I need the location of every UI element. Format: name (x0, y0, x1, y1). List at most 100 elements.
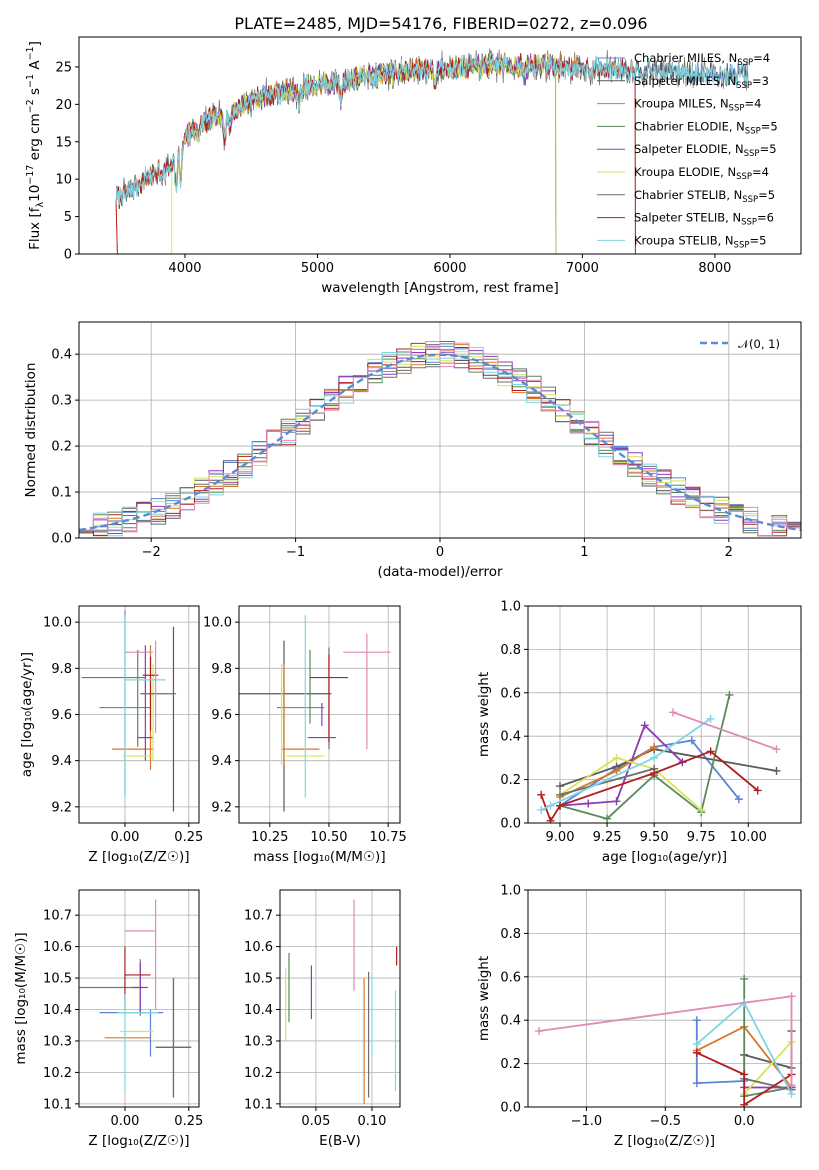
weight-marker (537, 790, 546, 799)
x-tick-label: 10.00 (730, 830, 767, 845)
plot-area (79, 341, 801, 537)
y-tick-label: 10.7 (244, 909, 273, 924)
weight-marker (612, 753, 621, 762)
legend-label-sub: SSP (742, 195, 758, 205)
y-tick-label: 10.2 (43, 1066, 72, 1081)
panel-age-vs-metallicity: 0.00 0.25 9.2 9.4 9.6 9.8 10.0 Z [log₁₀(Z/Z☉)] a… (19, 605, 203, 865)
legend-label: Salpeter STELIB, NSSP=6 (634, 211, 774, 228)
y-tick-label: 9.8 (51, 662, 72, 677)
legend-label-count: =5 (761, 119, 778, 133)
y-tick-label: 9.2 (51, 800, 72, 815)
axes-frame (527, 605, 802, 824)
x-tick-label: 5000 (301, 261, 334, 276)
x-tick-label: 10.25 (251, 830, 288, 845)
weight-marker (787, 1089, 796, 1098)
y-tick-label: 0.2 (500, 773, 521, 788)
legend-label-count: =5 (760, 142, 777, 156)
weight-marker (787, 1081, 796, 1090)
y-axis-label: Normed distribution (23, 363, 39, 498)
weight-marker (650, 743, 659, 752)
y-tick-label: 9.6 (51, 708, 72, 723)
y-tick-label: 15 (55, 135, 72, 150)
histogram-extra-pink (79, 341, 801, 537)
weight-marker (753, 786, 762, 795)
y-axis-label: mass [log₁₀(M/M☉)] (13, 932, 29, 1064)
y-tick-label: 0.6 (500, 686, 521, 701)
y-tick-label: 10.4 (244, 1003, 273, 1018)
x-tick-label: 10.75 (370, 830, 407, 845)
x-tick-label: 9.00 (546, 830, 575, 845)
x-axis-label: E(B-V) (319, 1133, 361, 1149)
x-tick-label: 0.00 (110, 1114, 139, 1129)
weight-marker (668, 708, 677, 717)
y-axis-label-part: erg cm (27, 113, 43, 164)
weight-marker (706, 747, 715, 756)
y-tick-label: 0.8 (500, 927, 521, 942)
y-tick-label: 0.8 (500, 643, 521, 658)
y-tick-label: 1.0 (500, 884, 521, 899)
legend-label-count: =5 (749, 233, 766, 247)
legend-label: Salpeter MILES, NSSP=3 (634, 74, 769, 91)
x-tick-label: 2 (725, 545, 733, 560)
legend-label: Kroupa ELODIE, NSSP=4 (634, 165, 769, 182)
x-tick-label: 9.25 (593, 830, 622, 845)
y-tick-label: 10.7 (43, 909, 72, 924)
y-tick-label: 10.1 (244, 1097, 273, 1112)
weight-marker (772, 766, 781, 775)
y-axis-label: mass weight (476, 956, 492, 1041)
legend-label-sub: SSP (734, 240, 750, 250)
panel-residuals: −2 −1 0 1 2 0.0 0.1 0.2 0.3 0.4 (data-model)/error… (23, 321, 802, 580)
y-tick-label: 0.3 (51, 394, 72, 409)
plot-area (79, 899, 192, 1098)
weight-marker (537, 805, 546, 814)
weight-marker (650, 753, 659, 762)
weight-marker (612, 766, 621, 775)
weight-marker (650, 769, 659, 778)
legend-label-name: Kroupa ELODIE, N (634, 165, 736, 179)
weight-marker (687, 736, 696, 745)
y-tick-label: 0.4 (500, 730, 521, 745)
legend-label-count: =4 (744, 97, 761, 111)
legend-label: 𝒩(0, 1) (738, 337, 780, 351)
y-axis-label-part: 10 (27, 185, 43, 202)
x-tick-label: 0.25 (174, 830, 203, 845)
x-axis-label: wavelength [Angstrom, rest frame] (321, 280, 559, 296)
legend-label-name: Salpeter ELODIE, N (634, 142, 744, 156)
x-tick-label: 0.05 (301, 1114, 330, 1129)
x-axis-label: age [log₁₀(age/yr)] (602, 849, 727, 865)
y-tick-label: 1.0 (500, 600, 521, 615)
legend-label-sub: SSP (745, 126, 761, 136)
legend-label: Chabrier ELODIE, NSSP=5 (634, 119, 778, 136)
x-axis-label: Z [log₁₀(Z/Z☉)] (88, 849, 189, 865)
axes-frame (279, 889, 401, 1108)
y-tick-label: 9.2 (211, 800, 232, 815)
y-axis-label-part: λ (35, 202, 46, 208)
x-tick-label: 0.00 (110, 830, 139, 845)
y-tick-label: 10.6 (43, 940, 72, 955)
weight-marker (612, 797, 621, 806)
y-tick-label: 9.4 (51, 754, 72, 769)
y-tick-label: 9.4 (211, 754, 232, 769)
axes-frame (78, 36, 802, 255)
weight-marker (692, 1040, 701, 1049)
weight-marker (740, 1070, 749, 1079)
y-tick-label: 10.3 (244, 1034, 273, 1049)
legend-label-sub: SSP (741, 218, 757, 228)
legend-label-count: =4 (753, 51, 770, 65)
x-tick-label: 8000 (698, 261, 731, 276)
y-tick-label: 0 (64, 248, 72, 263)
legend-label: Kroupa STELIB, NSSP=5 (634, 233, 766, 250)
x-tick-label: 9.75 (687, 830, 716, 845)
weight-marker (740, 1100, 749, 1107)
x-axis-label: mass [log₁₀(M/M☉)] (253, 849, 385, 865)
y-tick-label: 0.0 (500, 1101, 521, 1116)
y-tick-label: 10.4 (43, 1003, 72, 1018)
panel-mass-weight-vs-metallicity: −1.0 −0.5 0.0 0.0 0.2 0.4 0.6 0.8 1.0 Z [log₁₀(Z/… (476, 884, 802, 1149)
legend-label-name: Salpeter MILES, N (634, 74, 736, 88)
x-axis-label: Z [log₁₀(Z/Z☉)] (614, 1133, 715, 1149)
legend-label: Chabrier STELIB, NSSP=5 (634, 188, 775, 205)
weight-line-salpeter-stelib (696, 1051, 792, 1107)
y-axis-label-part: Flux [f (27, 206, 43, 250)
y-tick-label: 0.4 (51, 348, 72, 363)
